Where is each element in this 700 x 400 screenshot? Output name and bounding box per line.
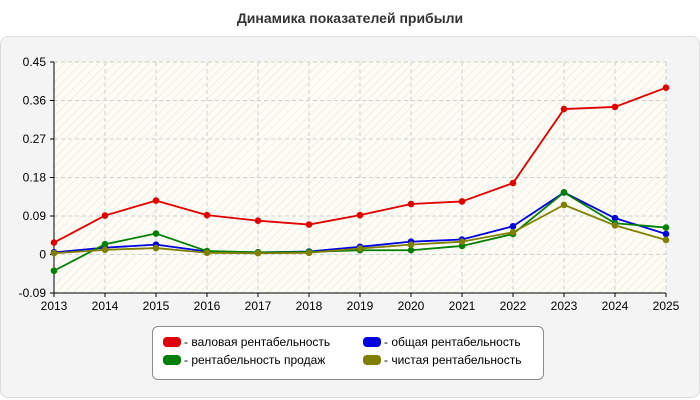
series-4 [50,201,670,257]
legend-swatch-series-1 [163,337,181,347]
legend-swatch-series-2 [363,337,381,347]
data-point [101,246,109,254]
data-point [509,228,517,236]
data-point [662,236,670,244]
x-tick-label: 2021 [449,299,476,313]
data-point [152,230,160,237]
x-tick-label: 2013 [41,299,68,313]
legend-label-series-1: - валовая рентабельность [184,335,331,349]
data-point [254,217,262,225]
y-tick-label: 0.45 [23,55,47,69]
legend-item-series-3: - рентабельность продаж [163,353,325,367]
chart-legend: - валовая рентабельность - общая рентабе… [152,326,544,380]
x-tick-label: 2025 [653,299,680,313]
data-point [152,197,160,204]
y-tick-label: 0.27 [23,132,47,146]
data-point [509,222,517,230]
legend-swatch-series-4 [363,355,381,365]
data-point [458,198,466,205]
data-point [356,211,364,219]
x-tick-label: 2014 [92,299,119,313]
data-point [611,103,619,111]
data-point [152,244,160,252]
data-point [101,212,109,219]
x-tick-label: 2020 [398,299,425,313]
data-point [662,224,670,231]
y-tick-label: 0.09 [23,209,47,223]
x-tick-label: 2022 [500,299,527,313]
data-point [560,105,568,113]
y-tick-label: 0.18 [23,171,47,185]
data-point [203,249,211,257]
data-point [50,239,58,246]
legend-item-series-4: - чистая рентабельность [363,353,521,367]
data-point [50,249,58,257]
data-point [560,201,568,209]
x-tick-label: 2017 [245,299,272,313]
chart-title: Динамика показателей прибыли [236,10,464,26]
x-tick-label: 2019 [347,299,374,313]
data-point [305,221,313,228]
data-point [611,214,619,222]
data-point [662,84,670,91]
x-tick-label: 2024 [602,299,629,313]
x-tick-label: 2016 [194,299,221,313]
data-point [203,211,211,219]
legend-swatch-series-3 [163,355,181,365]
data-point [407,200,415,208]
x-tick-label: 2018 [296,299,323,313]
data-point [458,238,466,245]
legend-label-series-3: - рентабельность продаж [184,353,326,367]
data-point [305,249,313,257]
data-point [509,179,517,187]
x-tick-label: 2023 [551,299,578,313]
legend-item-series-1: - валовая рентабельность [163,335,330,349]
legend-label-series-4: - чистая рентабельность [384,353,522,367]
x-tick-label: 2015 [143,299,170,313]
data-point [407,241,415,248]
y-tick-label: -0.09 [19,286,47,300]
data-point [662,230,670,238]
data-point [407,246,415,254]
series-1 [50,84,670,246]
data-point [50,267,58,275]
data-point [356,245,364,252]
data-point [560,189,568,196]
legend-item-series-2: - общая рентабельность [363,335,521,349]
data-point [101,240,109,248]
legend-label-series-2: - общая рентабельность [384,335,521,349]
y-tick-label: 0.36 [23,94,47,108]
y-tick-label: 0 [39,248,46,262]
data-point [611,222,619,229]
data-point [254,249,262,257]
